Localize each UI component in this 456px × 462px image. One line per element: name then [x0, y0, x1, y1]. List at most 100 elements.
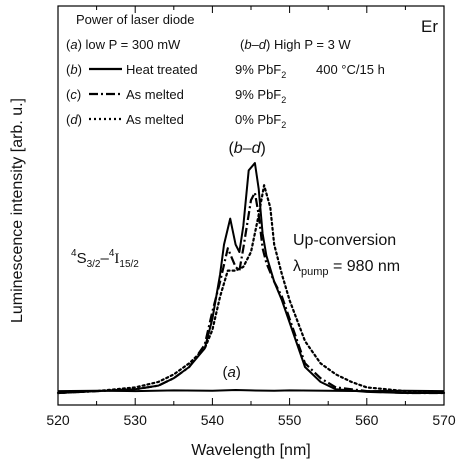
- paren: (: [240, 37, 245, 52]
- composition-subscript: 2: [281, 95, 286, 105]
- series-line-d: [56, 184, 446, 395]
- data-point-d: [235, 270, 236, 271]
- data-point-c: [227, 248, 228, 249]
- transition-sub2: 15/2: [119, 259, 139, 270]
- paren: (: [66, 87, 71, 102]
- transition-dash: –: [100, 250, 109, 267]
- data-point-c: [289, 318, 290, 319]
- data-point-b: [220, 274, 221, 275]
- transition-base1: S: [77, 250, 87, 267]
- data-point-a: [235, 389, 236, 390]
- data-point-d: [304, 341, 305, 342]
- paren: ): [78, 62, 82, 77]
- transition-sup2: 4: [109, 248, 115, 259]
- data-point-d: [173, 374, 174, 375]
- data-point-c: [266, 263, 267, 264]
- data-point-d: [281, 274, 282, 275]
- data-point-c: [220, 281, 221, 282]
- legend-entry-label-d: As melted: [126, 112, 184, 127]
- peak-group-label: (b–d): [228, 140, 265, 157]
- x-tick-label: 540: [201, 412, 225, 428]
- data-point-a: [289, 390, 290, 391]
- data-point-b: [235, 244, 236, 245]
- paren: ): [77, 87, 81, 102]
- data-point-c: [304, 363, 305, 364]
- data-point-c: [235, 266, 236, 267]
- peak-group-tag: b–d: [234, 140, 262, 157]
- data-point-b: [258, 188, 259, 189]
- data-point-b: [248, 170, 249, 171]
- data-point-c: [158, 385, 159, 386]
- transition-sub1: 3/2: [87, 259, 101, 270]
- data-point-d: [212, 329, 213, 330]
- x-tick-label: 530: [124, 412, 148, 428]
- data-point-c: [281, 296, 282, 297]
- process-line-1: Up-conversion: [293, 232, 396, 249]
- lambda-subscript: pump: [301, 266, 329, 278]
- data-point-b: [212, 318, 213, 319]
- data-point-d: [96, 391, 97, 392]
- composition-text: 0% PbF: [235, 112, 281, 127]
- data-point-a: [173, 390, 174, 391]
- legend-tag-bd: b–d: [244, 37, 266, 52]
- paren: (: [66, 62, 71, 77]
- data-point-d: [220, 296, 221, 297]
- transition-label: 4S3/2–4I15/2: [71, 248, 139, 270]
- data-point-b: [254, 162, 255, 163]
- low-power-tag: a: [228, 364, 236, 381]
- data-point-d: [351, 381, 352, 382]
- legend-entry-condition-b: 400 °C/15 h: [316, 62, 385, 77]
- data-point-c: [335, 387, 336, 388]
- data-point-b: [304, 366, 305, 367]
- data-point-d: [443, 392, 444, 393]
- data-point-c: [405, 392, 406, 393]
- data-point-d: [320, 363, 321, 364]
- legend-entry-composition-c: 9% PbF2: [235, 87, 286, 105]
- data-point-a: [57, 391, 58, 392]
- process-line-2: λpump = 980 nm: [293, 258, 400, 278]
- data-point-d: [289, 300, 290, 301]
- legend-line-a: (a) low P = 300 mW: [66, 37, 181, 52]
- data-point-d: [204, 348, 205, 349]
- low-power-label: (a): [223, 364, 241, 381]
- data-point-d: [366, 387, 367, 388]
- data-point-c: [189, 366, 190, 367]
- data-point-b: [266, 255, 267, 256]
- corner-label: Er: [421, 17, 438, 36]
- data-point-d: [135, 387, 136, 388]
- data-point-d: [264, 185, 265, 186]
- data-point-d: [258, 214, 259, 215]
- x-tick-label: 520: [46, 412, 70, 428]
- composition-text: 9% PbF: [235, 87, 281, 102]
- paren: ): [236, 364, 241, 381]
- y-axis-label: Luminescence intensity [arb. u.]: [9, 98, 26, 323]
- data-point-b: [239, 251, 240, 252]
- series-line-b: [57, 162, 444, 394]
- lambda-value: = 980 nm: [329, 258, 401, 275]
- composition-subscript: 2: [281, 70, 286, 80]
- data-point-d: [57, 392, 58, 393]
- data-point-a: [274, 390, 275, 391]
- data-point-b: [230, 218, 231, 219]
- legend-entry-tag-letter: b: [70, 62, 77, 77]
- data-point-c: [320, 378, 321, 379]
- x-tick-label: 570: [432, 412, 456, 428]
- data-point-a: [135, 391, 136, 392]
- data-point-d: [250, 251, 251, 252]
- data-point-a: [443, 391, 444, 392]
- data-point-a: [328, 390, 329, 391]
- paren: (: [228, 140, 234, 157]
- data-point-c: [212, 311, 213, 312]
- data-point-b: [320, 381, 321, 382]
- paren: (: [66, 112, 71, 127]
- paren: ): [260, 140, 265, 157]
- legend-entry-composition-d: 0% PbF2: [235, 112, 286, 130]
- data-point-b: [223, 244, 224, 245]
- legend-header: Power of laser diode: [76, 12, 195, 27]
- data-point-b: [289, 322, 290, 323]
- lambda-symbol: λ: [293, 258, 301, 275]
- x-axis-label: Wavelength [nm]: [191, 442, 310, 459]
- data-point-c: [250, 200, 251, 201]
- legend-entry-tag-b: (b): [66, 62, 82, 77]
